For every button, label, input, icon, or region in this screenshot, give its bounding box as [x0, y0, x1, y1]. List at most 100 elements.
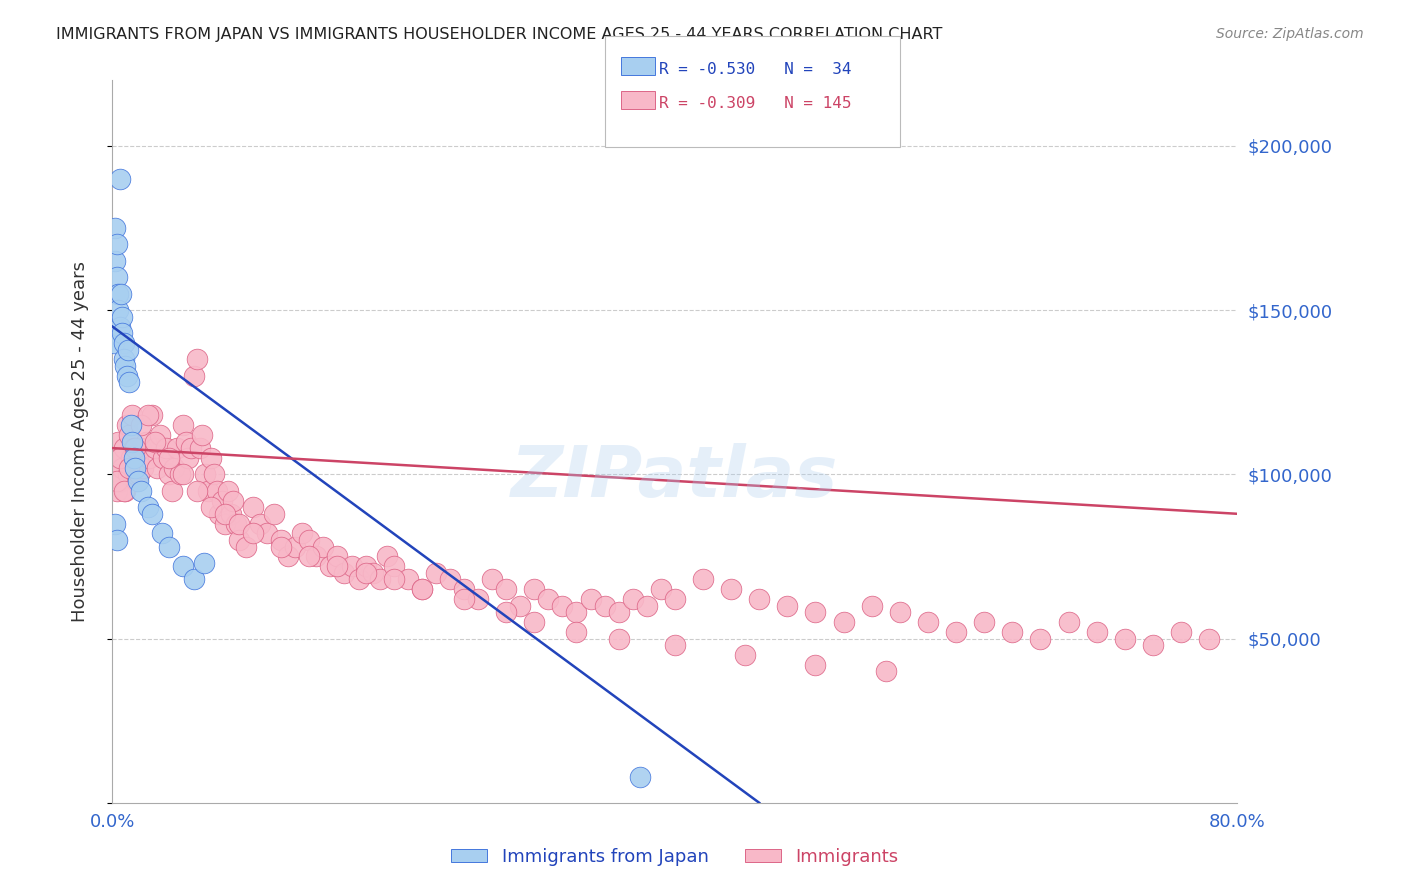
Point: [160, 483, 183, 498]
Point: [205, 483, 228, 498]
Point: [105, 270, 128, 285]
Point: [108, 171, 131, 186]
Point: [284, 540, 307, 554]
Point: [804, 657, 827, 672]
Point: [495, 605, 517, 619]
Point: [305, 549, 328, 564]
Point: [804, 605, 827, 619]
Point: [138, 450, 160, 465]
Point: [117, 467, 139, 482]
Point: [114, 359, 136, 373]
Point: [129, 483, 152, 498]
Point: [242, 500, 264, 515]
Point: [208, 507, 231, 521]
Point: [103, 336, 125, 351]
Point: [875, 665, 897, 679]
Point: [186, 483, 208, 498]
Point: [152, 450, 174, 465]
Point: [149, 428, 172, 442]
Point: [214, 516, 236, 531]
Point: [1085, 625, 1108, 640]
Point: [565, 605, 588, 619]
Point: [217, 483, 239, 498]
Point: [125, 474, 148, 488]
Point: [326, 559, 349, 574]
Point: [375, 549, 398, 564]
Point: [143, 434, 166, 449]
Point: [628, 770, 651, 784]
Point: [973, 615, 995, 630]
Point: [382, 573, 405, 587]
Point: [117, 343, 139, 357]
Point: [120, 450, 142, 465]
Point: [411, 582, 433, 597]
Text: R = -0.309   N = 145: R = -0.309 N = 145: [659, 96, 852, 112]
Point: [183, 573, 205, 587]
Point: [115, 368, 138, 383]
Point: [124, 441, 146, 455]
Point: [107, 434, 129, 449]
Point: [200, 450, 222, 465]
Point: [104, 516, 127, 531]
Point: [186, 352, 208, 367]
Point: [692, 573, 714, 587]
Point: [425, 566, 447, 580]
Point: [174, 434, 197, 449]
Point: [621, 592, 644, 607]
Point: [211, 493, 233, 508]
Point: [155, 441, 177, 455]
Point: [439, 573, 461, 587]
Point: [112, 483, 135, 498]
Point: [108, 319, 131, 334]
Point: [263, 507, 285, 521]
Point: [523, 582, 546, 597]
Point: [333, 566, 356, 580]
Point: [127, 450, 149, 465]
Point: [396, 573, 419, 587]
Point: [270, 540, 292, 554]
Point: [132, 460, 155, 475]
Point: [135, 434, 157, 449]
Point: [150, 526, 173, 541]
Point: [111, 310, 134, 324]
Point: [319, 559, 342, 574]
Point: [110, 474, 132, 488]
Point: [200, 500, 222, 515]
Point: [354, 559, 377, 574]
Point: [111, 326, 134, 341]
Point: [720, 582, 742, 597]
Point: [202, 467, 225, 482]
Point: [172, 559, 194, 574]
Y-axis label: Householder Income Ages 25 - 44 years: Householder Income Ages 25 - 44 years: [70, 261, 89, 622]
Point: [136, 500, 159, 515]
Point: [136, 409, 159, 423]
Point: [143, 441, 166, 455]
Point: [118, 376, 141, 390]
Point: [128, 467, 150, 482]
Text: R = -0.530   N =  34: R = -0.530 N = 34: [659, 62, 852, 78]
Point: [579, 592, 602, 607]
Point: [115, 418, 138, 433]
Point: [112, 336, 135, 351]
Text: IMMIGRANTS FROM JAPAN VS IMMIGRANTS HOUSEHOLDER INCOME AGES 25 - 44 YEARS CORREL: IMMIGRANTS FROM JAPAN VS IMMIGRANTS HOUS…: [56, 27, 942, 42]
Point: [197, 483, 219, 498]
Point: [636, 599, 658, 613]
Point: [105, 533, 128, 547]
Point: [219, 507, 242, 521]
Point: [108, 450, 131, 465]
Point: [361, 566, 384, 580]
Point: [1001, 625, 1024, 640]
Point: [172, 467, 194, 482]
Point: [368, 573, 391, 587]
Point: [214, 507, 236, 521]
Point: [172, 418, 194, 433]
Point: [664, 592, 686, 607]
Point: [832, 615, 855, 630]
Point: [122, 441, 145, 455]
Point: [228, 533, 250, 547]
Point: [467, 592, 489, 607]
Point: [748, 592, 770, 607]
Point: [1170, 625, 1192, 640]
Point: [166, 441, 188, 455]
Point: [111, 460, 134, 475]
